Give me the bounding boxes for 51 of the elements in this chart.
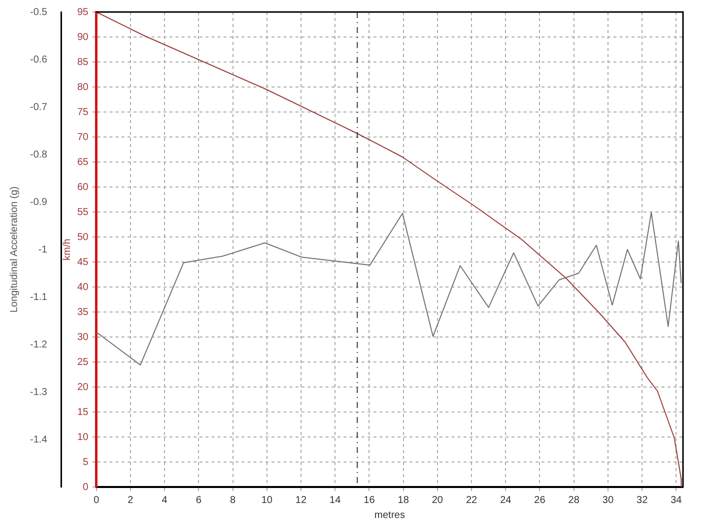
x-tick-label: 22 (466, 494, 478, 506)
x-tick-label: 34 (670, 494, 682, 506)
x-tick-label: 32 (636, 494, 648, 506)
y2-tick-label: 30 (77, 332, 89, 343)
y2-axis-title: km/h (62, 238, 73, 260)
x-tick-label: 12 (295, 494, 307, 506)
y-axis-title: Longitudinal Acceleration (g) (8, 186, 20, 313)
x-tick-label: 26 (534, 494, 546, 506)
y2-tick-label: 0 (82, 482, 89, 493)
y2-tick-label: 15 (77, 406, 89, 418)
y2-tick-label: 75 (77, 106, 89, 118)
y2-tick-label: 5 (82, 456, 89, 468)
x-tick-label: 2 (128, 494, 134, 506)
x-tick-label: 16 (364, 494, 376, 506)
x-tick-label: 28 (568, 494, 580, 506)
y2-tick-label: 85 (77, 56, 89, 68)
y2-tick-label: 90 (77, 32, 89, 43)
y2-tick-label: 25 (77, 356, 89, 368)
x-tick-label: 4 (162, 494, 168, 506)
y2-tick-label: 45 (77, 256, 89, 268)
y-tick-label: -0.8 (30, 149, 48, 160)
y-tick-label: -0.5 (30, 6, 48, 18)
x-tick-label: 18 (398, 494, 410, 506)
y2-tick-label: 65 (77, 156, 89, 168)
x-tick-label: 0 (94, 494, 100, 506)
y2-tick-label: 40 (77, 282, 89, 293)
y2-tick-label: 80 (77, 82, 89, 93)
x-tick-label: 10 (261, 494, 273, 506)
y2-tick-label: 95 (77, 6, 89, 18)
y-tick-label: -0.7 (30, 102, 48, 113)
y2-tick-label: 20 (77, 382, 89, 393)
y-tick-label: -0.9 (30, 196, 48, 208)
y2-tick-label: 35 (77, 306, 89, 318)
y-tick-label: -1.2 (30, 339, 48, 350)
y2-tick-label: 10 (77, 432, 89, 443)
y-tick-label: -1 (38, 244, 48, 256)
y-tick-label: -1.3 (30, 386, 48, 398)
x-tick-label: 8 (230, 494, 236, 506)
y2-tick-label: 60 (77, 182, 89, 193)
x-tick-label: 14 (330, 494, 342, 506)
x-axis-title: metres (374, 510, 405, 521)
x-tick-label: 6 (196, 494, 202, 506)
x-tick-label: 24 (500, 494, 512, 506)
y2-tick-label: 50 (77, 232, 89, 243)
x-tick-label: 30 (602, 494, 614, 506)
x-tick-label: 20 (432, 494, 444, 506)
y-tick-label: -1.1 (30, 292, 48, 303)
y-tick-label: -1.4 (30, 434, 48, 446)
y2-tick-label: 55 (77, 206, 89, 218)
y2-tick-label: 70 (77, 132, 89, 143)
y-tick-label: -0.6 (30, 54, 48, 66)
